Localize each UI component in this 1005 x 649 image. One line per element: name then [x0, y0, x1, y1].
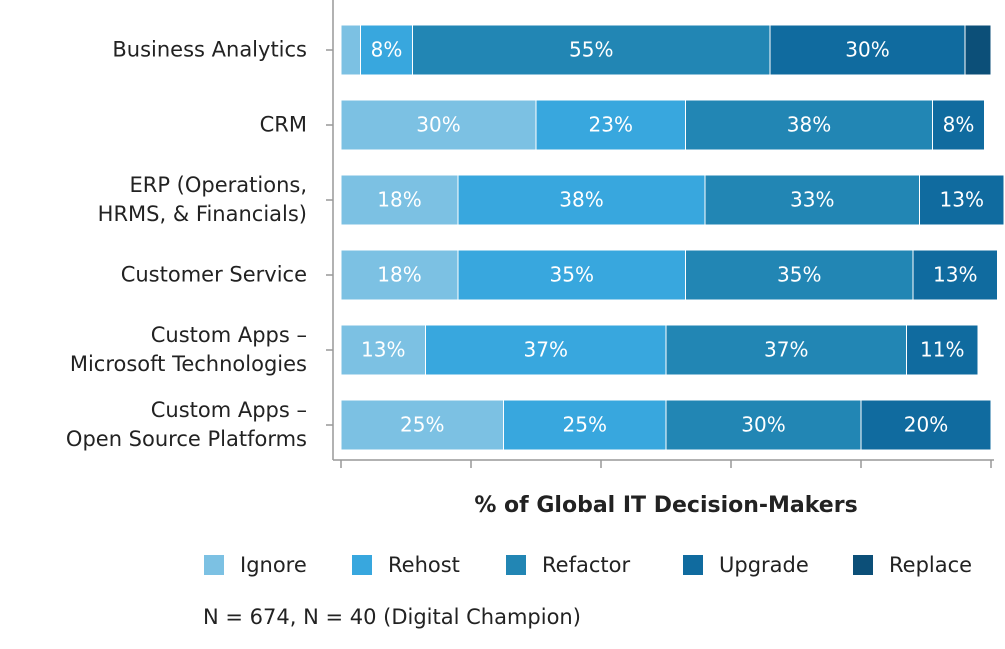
legend-label: Rehost: [388, 553, 460, 577]
bar-segment: [964, 24, 992, 76]
y-tick-label: Business Analytics: [112, 37, 307, 62]
value-label: 38%: [787, 113, 831, 137]
bar-segment: [340, 99, 537, 151]
bar-segment: [340, 24, 361, 76]
bar-segment: [932, 99, 985, 151]
value-label: 11%: [920, 338, 964, 362]
value-label: 30%: [845, 38, 889, 62]
legend-label: Refactor: [542, 553, 630, 577]
bar-segment: [704, 174, 920, 226]
bar-segment: [340, 399, 504, 451]
value-label: 33%: [790, 188, 834, 212]
note: N = 674, N = 40 (Digital Champion): [203, 605, 581, 629]
bar-segment: [457, 174, 706, 226]
bar-segment: [860, 399, 992, 451]
legend-label: Replace: [889, 553, 972, 577]
legend-swatch: [204, 555, 224, 575]
bar-segment: [340, 174, 459, 226]
legend-label: Ignore: [240, 553, 307, 577]
value-label: 25%: [400, 413, 444, 437]
bar-segment: [906, 324, 979, 376]
y-tick-label: Customer Service: [120, 262, 307, 287]
bar-segment: [665, 324, 907, 376]
y-tick-label: ERP (Operations, HRMS, & Financials): [97, 173, 307, 226]
value-label: 30%: [741, 413, 785, 437]
bar-segment: [912, 249, 998, 301]
bar-segment: [665, 399, 862, 451]
bar-segment: [457, 249, 686, 301]
value-label: 55%: [569, 38, 613, 62]
bar-segment: [769, 24, 966, 76]
value-label: 37%: [524, 338, 568, 362]
value-label: 20%: [904, 413, 948, 437]
bar-segment: [685, 249, 914, 301]
value-label: 30%: [416, 113, 460, 137]
value-label: 35%: [777, 263, 821, 287]
legend-swatch: [683, 555, 703, 575]
bar-segment: [685, 99, 933, 151]
bar-segment: [919, 174, 1005, 226]
value-label: 8%: [943, 113, 975, 137]
value-label: 23%: [589, 113, 633, 137]
legend-label: Upgrade: [719, 553, 809, 577]
y-tick-label: CRM: [259, 112, 307, 137]
x-axis-title: % of Global IT Decision-Makers: [474, 493, 857, 518]
legend-swatch: [352, 555, 372, 575]
value-label: 25%: [563, 413, 607, 437]
y-tick-label: Custom Apps – Microsoft Technologies: [69, 323, 307, 376]
value-label: 38%: [559, 188, 603, 212]
value-label: 13%: [361, 338, 405, 362]
bar-segment: [340, 324, 426, 376]
legend-swatch: [506, 555, 526, 575]
y-tick-label: Custom Apps – Open Source Platforms: [65, 398, 307, 451]
legend-swatch: [853, 555, 873, 575]
value-label: 37%: [764, 338, 808, 362]
value-label: 13%: [933, 263, 977, 287]
value-label: 35%: [550, 263, 594, 287]
value-label: 18%: [377, 188, 421, 212]
value-label: 18%: [377, 263, 421, 287]
value-label: 13%: [940, 188, 984, 212]
value-label: 8%: [371, 38, 403, 62]
